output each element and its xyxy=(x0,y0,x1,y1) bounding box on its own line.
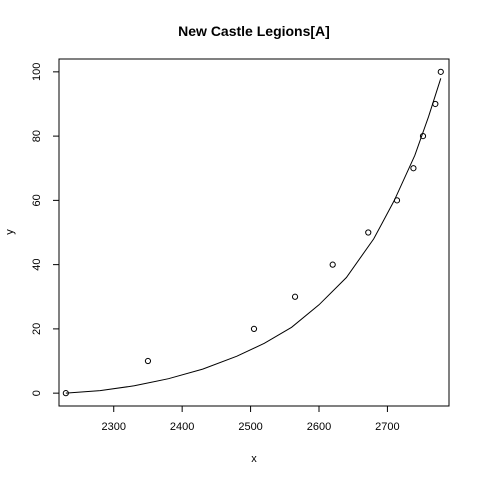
x-axis: 2300 2400 2500 2600 2700 xyxy=(101,406,400,433)
data-point xyxy=(410,165,417,172)
x-tick-label: 2700 xyxy=(375,421,399,433)
chart-title: New Castle Legions[A] xyxy=(178,23,330,39)
y-tick-label: 20 xyxy=(31,323,43,335)
data-point xyxy=(419,133,427,140)
x-axis-label: x xyxy=(251,453,257,465)
y-axis-label: y xyxy=(4,229,16,235)
data-point xyxy=(437,68,444,75)
data-point xyxy=(250,325,258,332)
data-point xyxy=(432,100,439,108)
data-point xyxy=(62,390,69,397)
plot-frame xyxy=(58,58,450,407)
data-points xyxy=(62,68,444,397)
x-tick-label: 2500 xyxy=(238,421,262,433)
data-point xyxy=(365,229,372,236)
x-tick-label: 2400 xyxy=(170,421,194,433)
fitted-curve-line xyxy=(65,78,442,394)
y-tick-label: 80 xyxy=(31,130,43,142)
x-tick-label: 2300 xyxy=(101,421,125,433)
data-point xyxy=(291,293,299,300)
y-tick-label: 0 xyxy=(31,390,43,396)
y-tick-label: 40 xyxy=(31,259,43,271)
y-tick-label: 60 xyxy=(31,194,43,206)
x-tick-label: 2600 xyxy=(307,421,331,433)
data-point xyxy=(144,357,152,365)
y-axis: 0 20 40 60 80 100 xyxy=(31,63,59,396)
y-tick-label: 100 xyxy=(31,63,43,81)
data-point xyxy=(329,261,336,268)
data-point xyxy=(393,197,401,204)
